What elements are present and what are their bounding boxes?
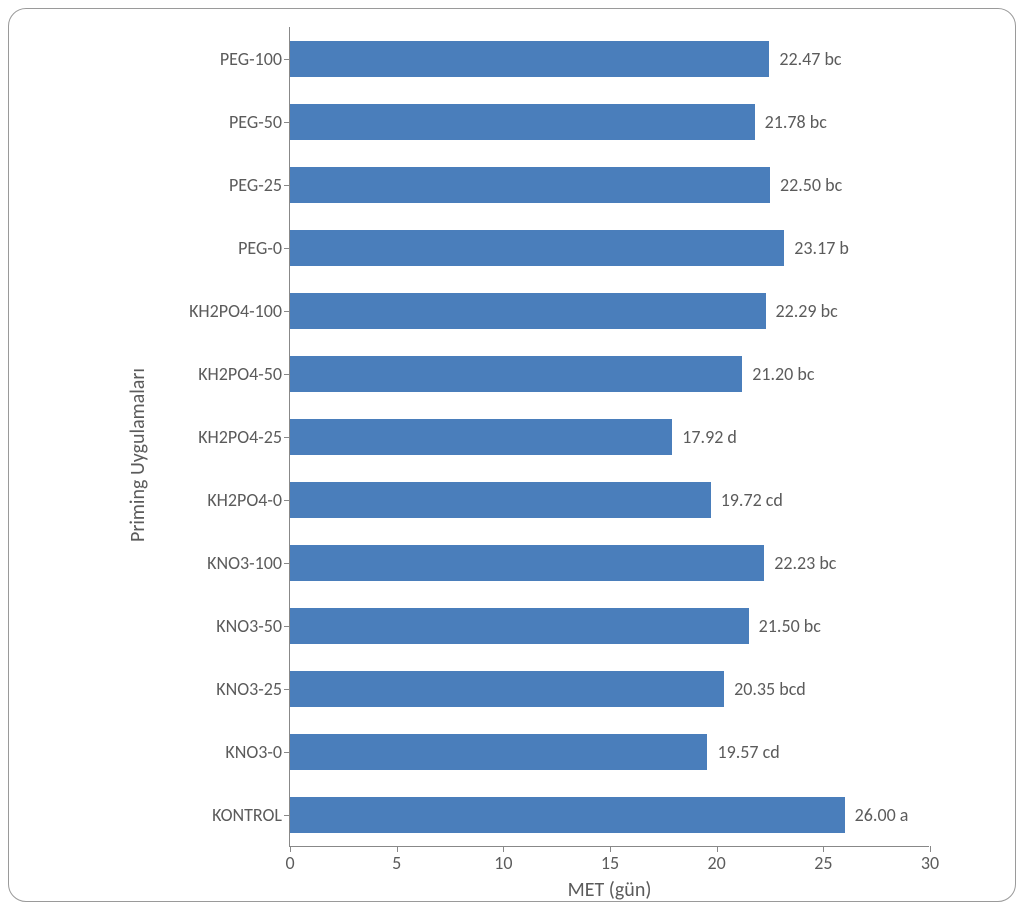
- y-category-label: KNO3-100: [207, 552, 282, 574]
- y-category-label: PEG-100: [220, 48, 282, 70]
- x-axis-title: MET (gün): [568, 878, 652, 902]
- bar-value-label: 21.50 bc: [759, 615, 821, 637]
- bar-value-label: 23.17 b: [794, 237, 849, 259]
- chart-frame: Priming Uygulamaları MET (gün) 051015202…: [8, 8, 1016, 902]
- bar-value-label: 21.78 bc: [765, 111, 827, 133]
- y-category-label: KONTROL: [212, 804, 282, 826]
- y-category-label: PEG-0: [238, 237, 282, 259]
- x-tick-label: 10: [494, 852, 512, 874]
- bar-value-label: 19.57 cd: [717, 741, 779, 763]
- bar-value-label: 22.50 bc: [780, 174, 842, 196]
- bar: 21.20 bc: [290, 356, 742, 392]
- bar: 17.92 d: [290, 419, 672, 455]
- plot-area: MET (gün) 051015202530PEG-10022.47 bcPEG…: [289, 27, 929, 847]
- bar: 23.17 b: [290, 230, 784, 266]
- x-tick-label: 15: [601, 852, 619, 874]
- bar-value-label: 19.72 cd: [721, 489, 783, 511]
- bar: 22.23 bc: [290, 545, 764, 581]
- bar: 22.50 bc: [290, 167, 770, 203]
- bar-value-label: 22.23 bc: [774, 552, 836, 574]
- bar: 19.57 cd: [290, 734, 707, 770]
- bar-value-label: 26.00 a: [855, 804, 909, 826]
- y-category-label: PEG-50: [229, 111, 282, 133]
- y-category-label: KH2PO4-25: [198, 426, 282, 448]
- bar-value-label: 22.47 bc: [779, 48, 841, 70]
- y-axis-title: Priming Uygulamaları: [126, 368, 150, 542]
- bar-value-label: 17.92 d: [682, 426, 737, 448]
- x-tick-label: 25: [814, 852, 832, 874]
- x-tick-label: 20: [708, 852, 726, 874]
- y-category-label: PEG-25: [229, 174, 282, 196]
- bar-value-label: 21.20 bc: [752, 363, 814, 385]
- bar: 21.78 bc: [290, 104, 755, 140]
- x-tick-label: 5: [392, 852, 401, 874]
- y-category-label: KH2PO4-100: [189, 300, 282, 322]
- y-category-label: KH2PO4-50: [198, 363, 282, 385]
- bar-value-label: 22.29 bc: [776, 300, 838, 322]
- bar-value-label: 20.35 bcd: [734, 678, 806, 700]
- bar: 26.00 a: [290, 797, 845, 833]
- y-category-label: KNO3-25: [216, 678, 282, 700]
- y-category-label: KH2PO4-0: [207, 489, 282, 511]
- x-tick-label: 30: [921, 852, 939, 874]
- bar: 20.35 bcd: [290, 671, 724, 707]
- bar: 22.47 bc: [290, 41, 769, 77]
- y-category-label: KNO3-50: [216, 615, 282, 637]
- bar: 19.72 cd: [290, 482, 711, 518]
- y-category-label: KNO3-0: [225, 741, 282, 763]
- bar: 22.29 bc: [290, 293, 766, 329]
- x-tick-label: 0: [285, 852, 294, 874]
- bar: 21.50 bc: [290, 608, 749, 644]
